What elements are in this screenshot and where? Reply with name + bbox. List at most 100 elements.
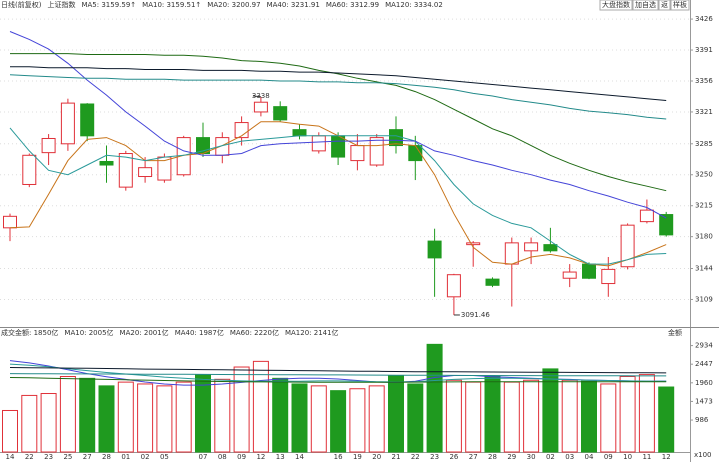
volume-bar — [59, 376, 76, 453]
x-tick-label: 13 — [276, 453, 285, 461]
volume-bar — [310, 385, 327, 453]
ma-line — [10, 53, 667, 192]
volume-bar — [407, 383, 424, 453]
y-tick-label: 2447 — [695, 360, 713, 368]
x-tick-label: 14 — [295, 453, 304, 461]
candle-body — [41, 137, 56, 154]
header-text: MA5: 3159.59↑ — [81, 1, 136, 9]
panel-button[interactable]: 金额 — [668, 328, 682, 337]
x-tick-label: 27 — [469, 453, 478, 461]
y-tick-label: 1473 — [695, 397, 713, 405]
candle-body — [60, 102, 75, 145]
candle-body — [273, 106, 288, 121]
toolbar-button-frame — [599, 0, 633, 11]
header-text: MA40: 1987亿 — [175, 328, 224, 337]
candle-body — [350, 145, 365, 162]
volume-bar — [658, 386, 675, 453]
candle-body — [601, 268, 616, 285]
candle-body — [639, 209, 654, 223]
y-tick-label: 2934 — [695, 342, 713, 350]
ma-line — [9, 127, 667, 265]
annotation: 3091.46 — [461, 311, 490, 319]
x-tick-label: 09 — [237, 453, 246, 461]
x-tick-label: 23 — [44, 453, 53, 461]
volume-bar — [291, 383, 308, 453]
header-text: 日线(前复权) — [1, 0, 42, 9]
volume-bar — [233, 366, 250, 453]
candle-body — [369, 137, 384, 166]
candle-body — [427, 240, 442, 259]
volume-bar — [445, 379, 462, 453]
volume-bar — [349, 388, 366, 453]
toolbar-button-frame — [658, 0, 671, 11]
x-tick-label: 30 — [527, 453, 536, 461]
y-tick-label: 3144 — [695, 265, 713, 273]
toolbar-button[interactable]: 样板 — [673, 0, 687, 9]
toolbar-button[interactable]: 加自选 — [635, 0, 656, 9]
y-tick-label: 3250 — [695, 171, 713, 179]
x-tick-label: 25 — [63, 453, 72, 461]
header-text: MA120: 3334.02 — [385, 1, 443, 9]
x-tick-label: 29 — [507, 453, 516, 461]
x-tick-label: 07 — [199, 453, 208, 461]
volume-bar — [542, 368, 559, 453]
volume-bar — [98, 385, 115, 453]
toolbar-button[interactable]: 返 — [661, 1, 668, 9]
candle-body — [620, 224, 635, 268]
x-tick-label: 12 — [662, 453, 671, 461]
candle-body — [253, 101, 268, 113]
volume-bar — [465, 381, 482, 453]
volume-bar — [195, 374, 211, 453]
x-tick-label: 27 — [83, 453, 92, 461]
candle-body — [311, 135, 326, 152]
header-text: MA60: 2220亿 — [230, 328, 279, 337]
ma-line — [9, 31, 667, 219]
candle-body — [331, 135, 346, 158]
volume-unit: x100 — [694, 451, 712, 459]
volume-bar — [21, 394, 38, 453]
candle-body — [446, 274, 461, 298]
y-tick-label: 3426 — [695, 15, 713, 23]
ma-line — [10, 66, 667, 101]
toolbar-button[interactable]: 大盘指数 — [602, 0, 630, 9]
volume-bar — [600, 383, 617, 453]
x-tick-label: 28 — [102, 453, 111, 461]
header-text: MA120: 2141亿 — [285, 328, 339, 337]
x-tick-label: 16 — [334, 453, 343, 461]
volume-bar — [137, 383, 154, 453]
y-tick-label: 3391 — [695, 46, 713, 54]
candle-body — [3, 215, 17, 229]
y-tick-label: 3109 — [695, 295, 713, 303]
candle-body — [504, 242, 519, 265]
x-tick-label: 11 — [642, 453, 651, 461]
y-tick-label: 1960 — [695, 379, 713, 387]
volume-bar — [581, 380, 597, 453]
ma-line — [9, 363, 667, 383]
volume-bar — [638, 374, 655, 453]
x-tick-label: 02 — [546, 453, 555, 461]
annotation-leader — [252, 95, 261, 98]
x-tick-label: 09 — [604, 453, 613, 461]
y-tick-label: 3356 — [695, 77, 713, 85]
x-tick-label: 23 — [430, 453, 439, 461]
volume-bar — [503, 381, 520, 453]
volume-bar — [388, 375, 404, 453]
volume-bar — [214, 378, 231, 453]
x-tick-label: 05 — [160, 453, 169, 461]
x-tick-label: 22 — [25, 453, 34, 461]
candle-body — [292, 129, 307, 137]
x-tick-label: 02 — [141, 453, 150, 461]
x-tick-label: 12 — [256, 453, 265, 461]
candle-body — [389, 129, 403, 147]
candle-body — [524, 242, 539, 252]
candle-body — [659, 214, 674, 236]
volume-bar — [619, 376, 636, 453]
toolbar-button-frame — [670, 0, 690, 11]
volume-bar — [561, 379, 578, 453]
header-text: MA10: 3159.51↑ — [142, 1, 201, 9]
y-tick-label: 3285 — [695, 140, 713, 148]
x-tick-label: 19 — [353, 453, 362, 461]
volume-bar — [175, 381, 192, 453]
volume-bar — [40, 393, 57, 453]
